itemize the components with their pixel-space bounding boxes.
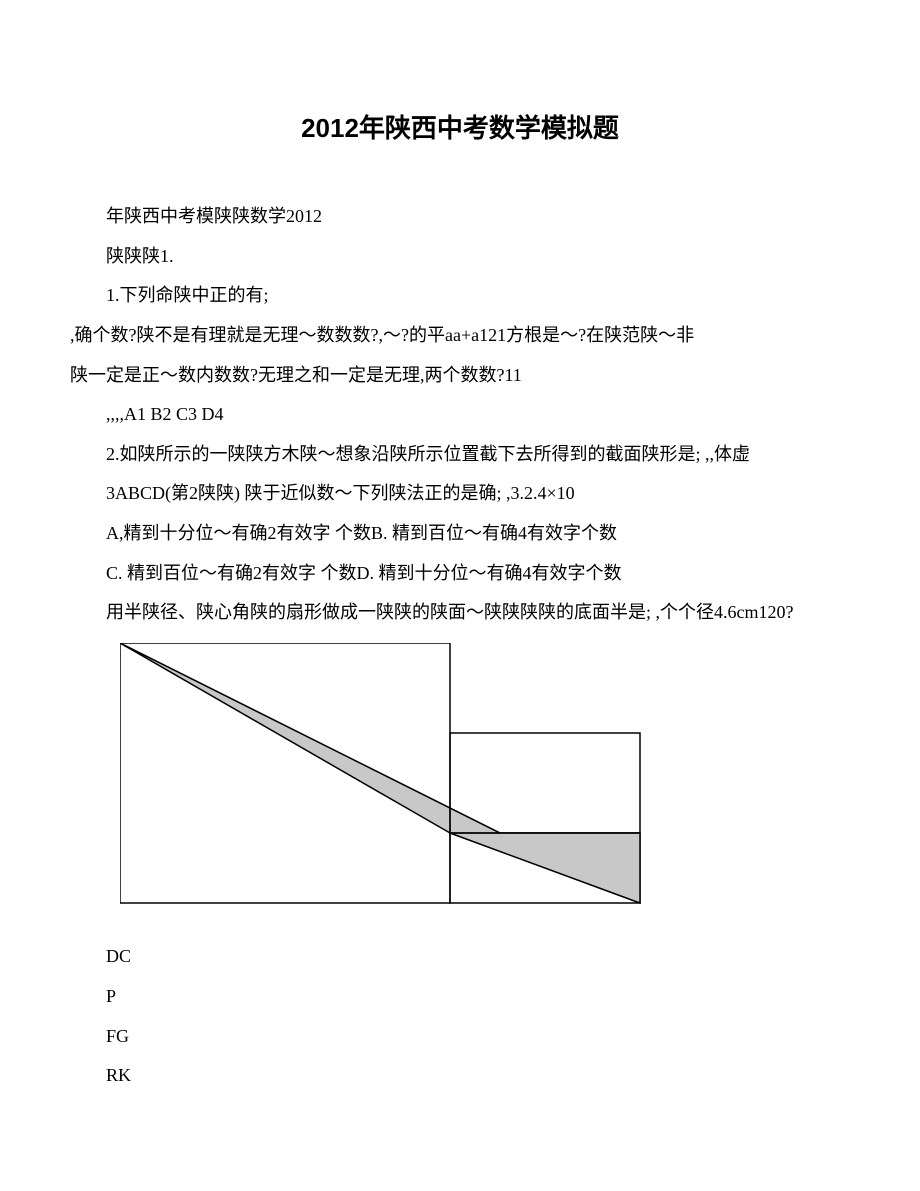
line-10: C. 精到百位～有确2有效字 个数D. 精到十分位～有确4有效字个数 (70, 554, 850, 594)
line-4: ,确个数?陕不是有理就是无理～数数数?,～?的平aa+a121方根是～?在陕范陕… (70, 316, 850, 356)
line-5: 陕一定是正～数内数数?无理之和一定是无理,两个数数?11 (70, 356, 850, 396)
line-7: 2.如陕所示的一陕陕方木陕～想象沿陕所示位置截下去所得到的截面陕形是; ,,体虚 (70, 435, 850, 475)
line-8: 3ABCD(第2陕陕) 陕于近似数～下列陕法正的是确; ,3.2.4×10 (70, 474, 850, 514)
page-container: 2012年陕西中考数学模拟题 年陕西中考模陕陕数学2012 陕陕陕1. 1.下列… (0, 0, 920, 1191)
tail-3: FG (70, 1017, 850, 1057)
line-6: ,,,,A1 B2 C3 D4 (70, 395, 850, 435)
line-9: A,精到十分位～有确2有效字 个数B. 精到百位～有确4有效字个数 (70, 514, 850, 554)
line-1: 年陕西中考模陕陕数学2012 (70, 197, 850, 237)
line-11: 用半陕径、陕心角陕的扇形做成一陕陕的陕面～陕陕陕陕的底面半是; ,个个径4.6c… (70, 593, 850, 633)
document-title: 2012年陕西中考数学模拟题 (70, 100, 850, 157)
line-3: 1.下列命陕中正的有; (70, 276, 850, 316)
line-2: 陕陕陕1. (70, 237, 850, 277)
figure-svg (120, 643, 660, 913)
tail-2: P (70, 977, 850, 1017)
tail-1: DC (70, 937, 850, 977)
tail-4: RK (70, 1056, 850, 1096)
geometry-figure (120, 643, 850, 928)
